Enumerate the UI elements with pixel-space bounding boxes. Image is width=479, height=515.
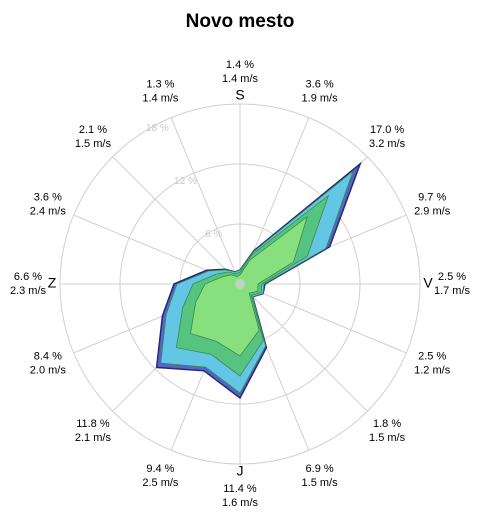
frequency-label: 2.1 %: [79, 124, 107, 136]
spoke: [170, 117, 241, 285]
frequency-label: 8.4 %: [34, 351, 62, 363]
frequency-label: 6.9 %: [306, 463, 334, 475]
speed-label: 2.5 m/s: [142, 477, 179, 489]
frequency-label: 9.4 %: [146, 463, 174, 475]
r-tick-label: 18 %: [146, 123, 169, 134]
frequency-label: 11.4 %: [223, 483, 257, 495]
speed-label: 2.0 m/s: [30, 365, 67, 377]
frequency-label: 3.6 %: [306, 79, 334, 91]
speed-label: 1.4 m/s: [222, 73, 259, 85]
frequency-label: 2.5 %: [438, 271, 466, 283]
direction-label: V: [423, 275, 433, 291]
direction-label: S: [235, 87, 244, 103]
speed-label: 2.4 m/s: [30, 205, 67, 217]
speed-label: 1.5 m/s: [302, 477, 339, 489]
frequency-label: 1.4 %: [226, 59, 254, 71]
spoke: [239, 283, 368, 412]
speed-label: 1.9 m/s: [302, 93, 339, 105]
frequency-label: 6.6 %: [14, 271, 42, 283]
frequency-label: 1.3 %: [146, 79, 174, 91]
speed-label: 3.2 m/s: [369, 138, 406, 150]
frequency-label: 1.8 %: [373, 418, 401, 430]
spoke: [112, 156, 241, 285]
frequency-label: 3.6 %: [34, 191, 62, 203]
frequency-label: 17.0 %: [370, 124, 404, 136]
direction-label: J: [237, 463, 244, 479]
frequency-label: 2.5 %: [418, 351, 446, 363]
speed-label: 1.5 m/s: [369, 432, 406, 444]
speed-label: 2.1 m/s: [75, 432, 112, 444]
r-tick-label: 6 %: [205, 229, 222, 240]
frequency-label: 9.7 %: [418, 191, 446, 203]
speed-label: 2.3 m/s: [10, 285, 47, 297]
direction-label: Z: [48, 275, 57, 291]
speed-label: 1.6 m/s: [222, 497, 259, 509]
speed-label: 1.7 m/s: [434, 285, 471, 297]
speed-label: 2.9 m/s: [414, 205, 451, 217]
spoke: [239, 283, 407, 354]
wind-layer: [190, 215, 308, 357]
r-tick-label: 12 %: [174, 176, 197, 187]
chart-title: Novo mesto: [186, 11, 295, 32]
center: [235, 279, 245, 289]
speed-label: 1.2 m/s: [414, 365, 451, 377]
frequency-label: 11.8 %: [76, 418, 110, 430]
speed-label: 1.5 m/s: [75, 138, 112, 150]
speed-label: 1.4 m/s: [142, 93, 179, 105]
